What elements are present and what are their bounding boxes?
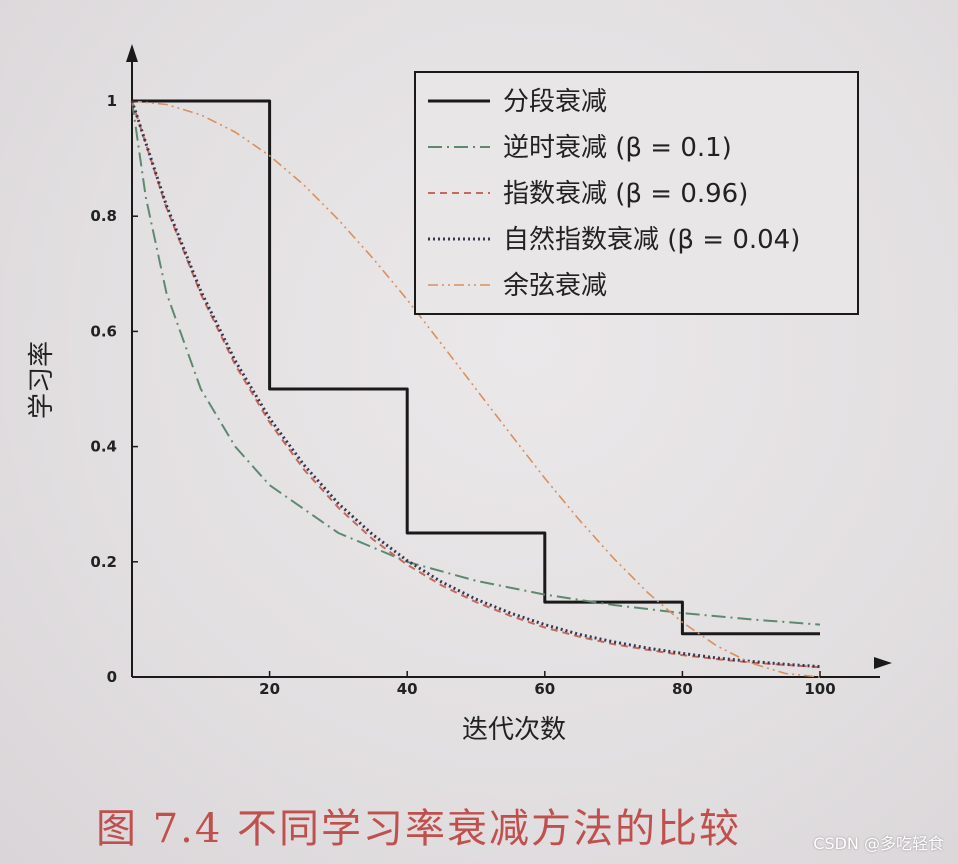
x-tick-label: 60 bbox=[534, 680, 555, 698]
y-axis-title: 学习率 bbox=[27, 341, 57, 419]
series-line-4 bbox=[131, 100, 821, 678]
x-tick-label: 80 bbox=[672, 680, 693, 698]
x-axis-title: 迭代次数 bbox=[462, 715, 566, 745]
figure-caption: 图 7.4 不同学习率衰减方法的比较 bbox=[96, 806, 742, 852]
y-axis-arrow bbox=[126, 44, 138, 62]
watermark: CSDN @多吃轻食 bbox=[813, 834, 944, 853]
legend-label-4: 余弦衰减 bbox=[503, 271, 607, 301]
legend-label-2: 指数衰减 (β = 0.96) bbox=[503, 179, 748, 209]
y-tick-label: 0.6 bbox=[90, 322, 117, 340]
series-lines bbox=[130, 99, 821, 678]
legend-label-3: 自然指数衰减 (β = 0.04) bbox=[503, 225, 800, 255]
x-tick-label: 20 bbox=[259, 680, 280, 698]
tick-labels: 20 40 60 80 100 0 0.2 0.4 0.6 0.8 1 bbox=[90, 92, 835, 698]
y-tick-label: 0.8 bbox=[90, 207, 117, 225]
y-tick-label: 0.4 bbox=[90, 438, 117, 456]
series-line-2 bbox=[131, 100, 821, 669]
legend-label-1: 逆时衰减 (β = 0.1) bbox=[503, 133, 732, 163]
y-tick-label: 0 bbox=[107, 668, 117, 686]
x-tick-label: 100 bbox=[804, 680, 835, 698]
legend-label-0: 分段衰减 bbox=[503, 87, 607, 117]
axes bbox=[126, 44, 892, 678]
series-line-0 bbox=[132, 99, 820, 636]
y-tick-label: 0.2 bbox=[90, 553, 117, 571]
x-tick-label: 40 bbox=[397, 680, 418, 698]
y-tick-label: 1 bbox=[107, 92, 117, 110]
x-axis-arrow bbox=[874, 657, 892, 669]
series-line-3 bbox=[130, 100, 821, 669]
